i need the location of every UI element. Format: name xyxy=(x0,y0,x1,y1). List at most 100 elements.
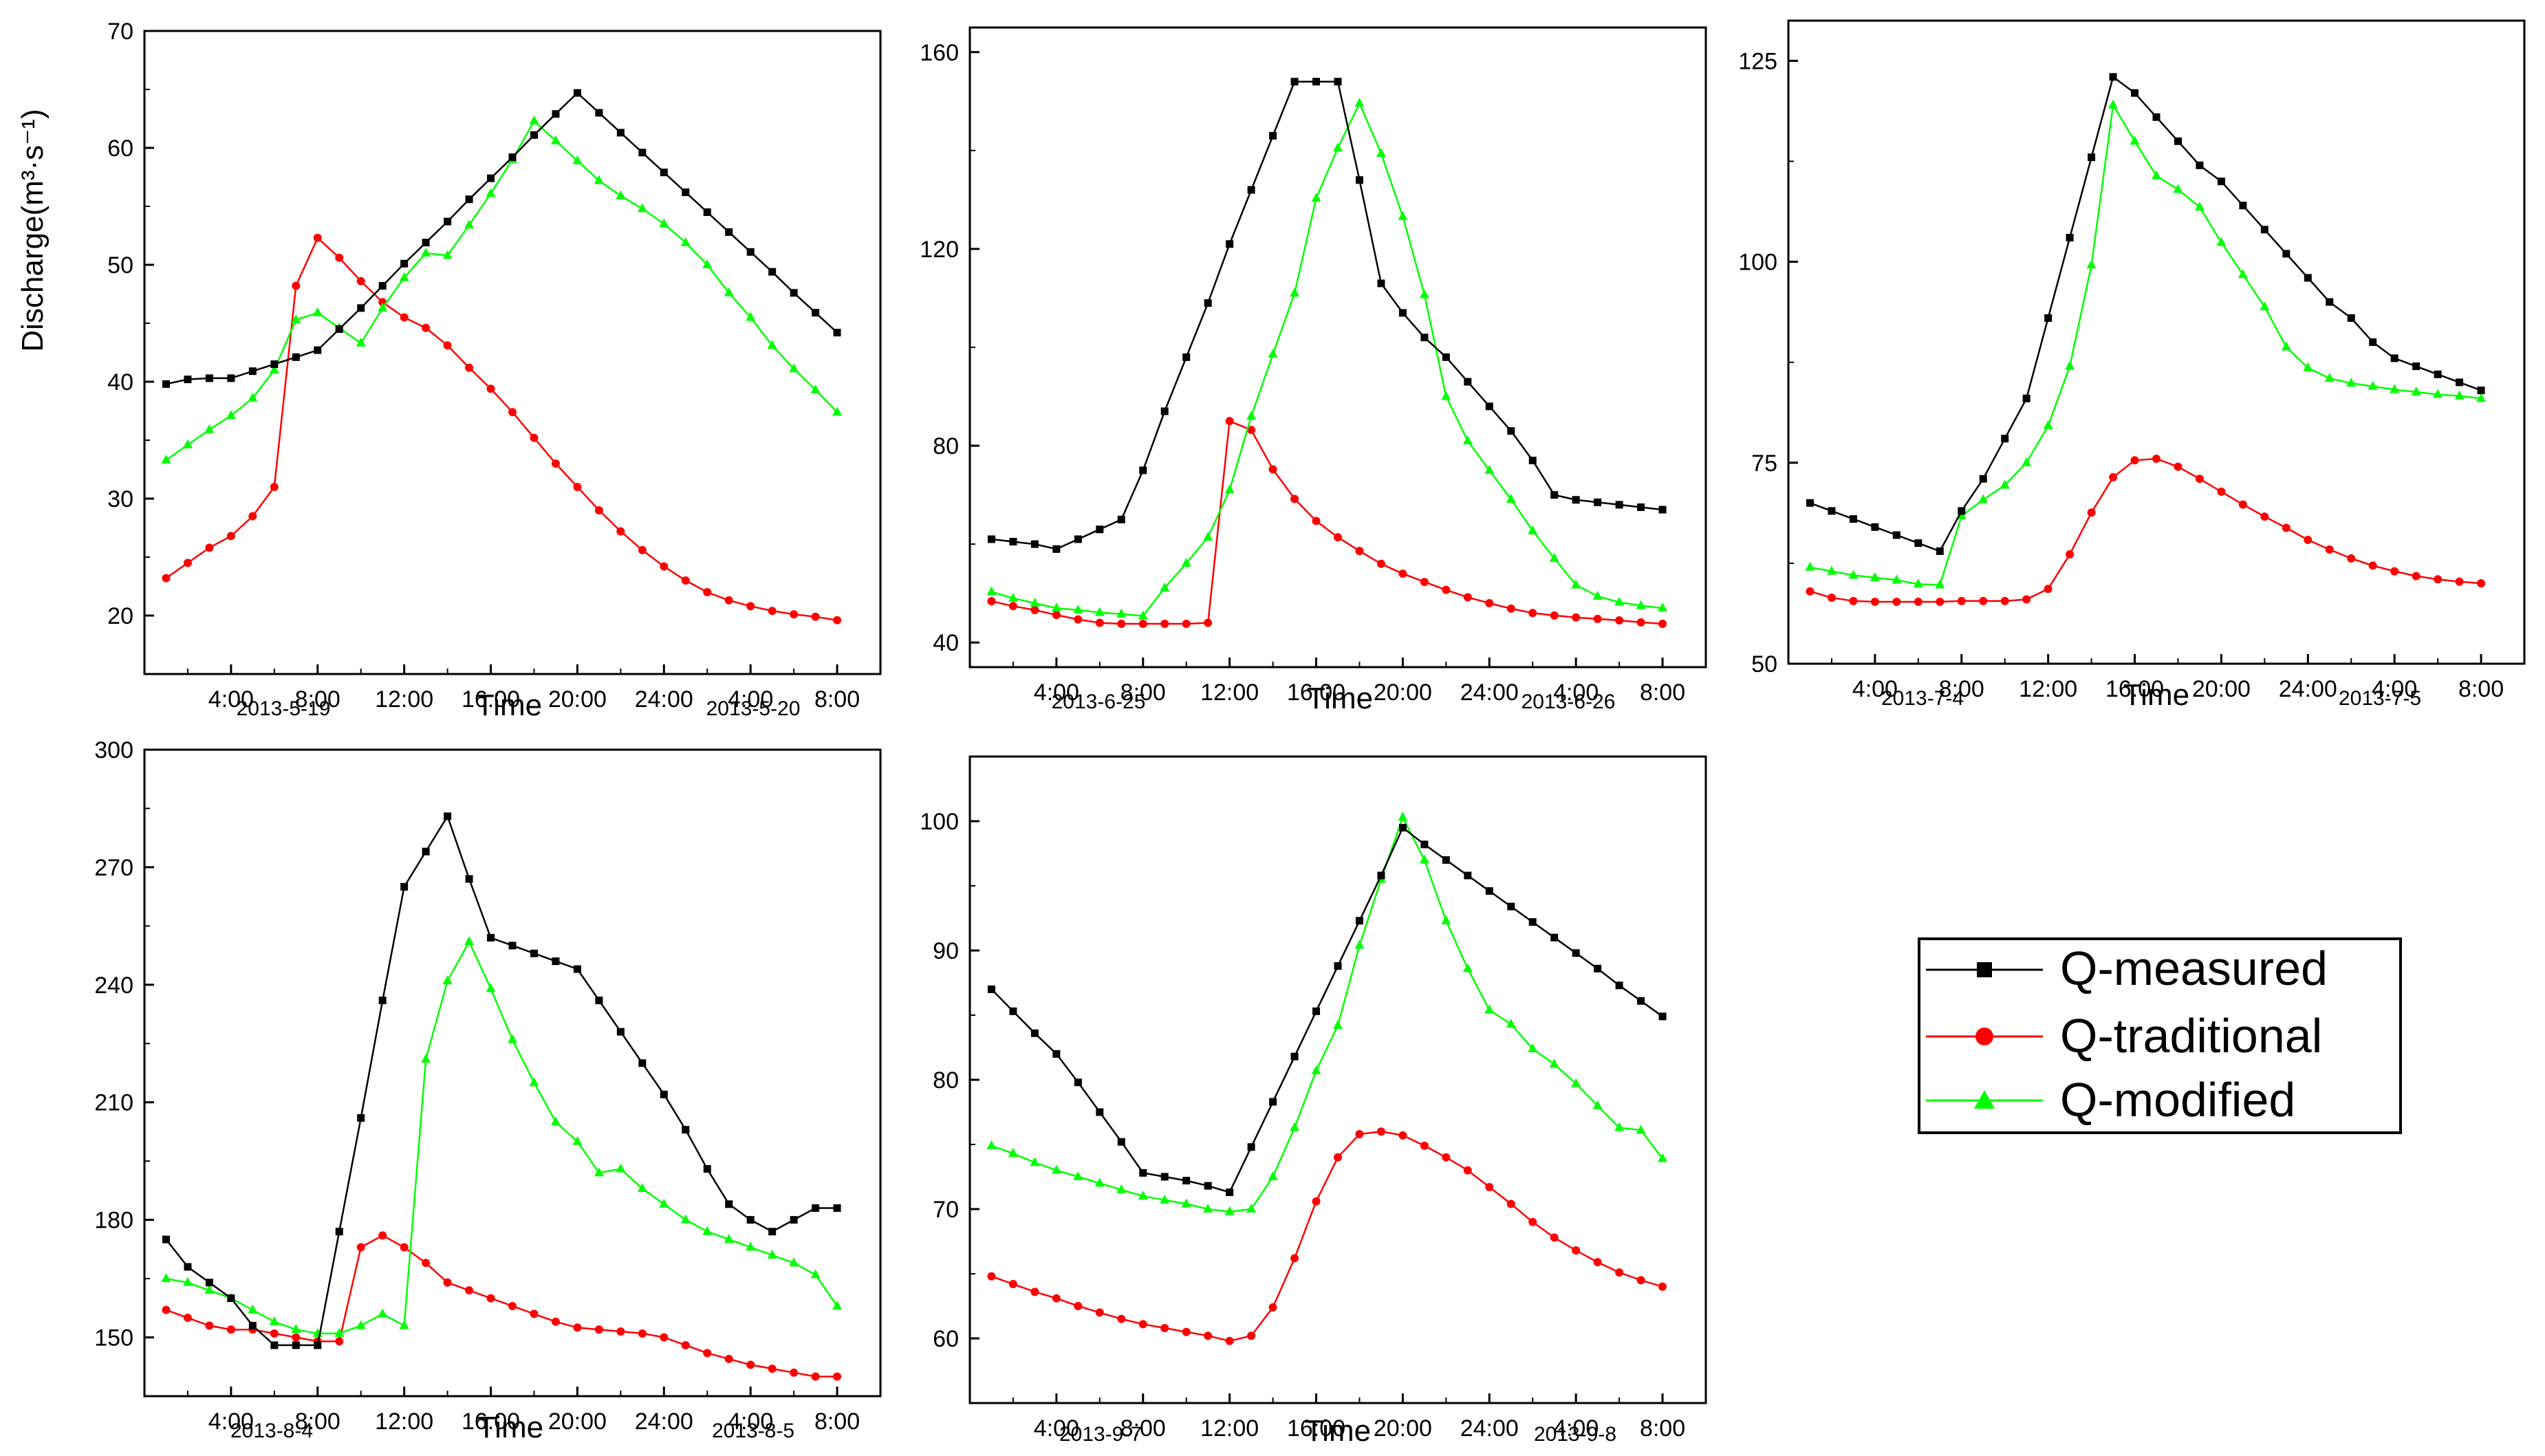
point-modified xyxy=(1094,1177,1105,1187)
point-modified xyxy=(2324,373,2335,382)
point-traditional xyxy=(1849,596,1858,605)
point-measured xyxy=(1594,498,1602,506)
point-measured xyxy=(1658,506,1667,514)
point-measured xyxy=(487,174,495,182)
point-modified xyxy=(1224,1206,1235,1215)
point-measured xyxy=(812,1204,820,1213)
point-traditional xyxy=(2390,567,2399,576)
point-modified xyxy=(1246,411,1257,420)
point-modified xyxy=(161,1273,171,1283)
point-modified xyxy=(1290,1122,1300,1131)
point-traditional xyxy=(313,233,322,242)
point-modified xyxy=(1008,592,1018,602)
point-measured xyxy=(1312,78,1321,86)
point-modified xyxy=(1138,1191,1148,1200)
point-measured xyxy=(2390,354,2398,362)
point-measured xyxy=(530,131,538,139)
point-measured xyxy=(1052,1050,1061,1058)
series-line-traditional xyxy=(165,236,838,622)
point-measured xyxy=(1572,496,1580,504)
point-modified xyxy=(2108,99,2119,109)
point-measured xyxy=(1247,186,1255,194)
point-measured xyxy=(2001,435,2009,443)
point-traditional xyxy=(1334,1153,1342,1162)
point-traditional xyxy=(594,506,603,514)
point-modified xyxy=(550,135,561,144)
point-modified xyxy=(986,586,997,596)
point-traditional xyxy=(811,612,820,621)
point-traditional xyxy=(2477,579,2486,588)
point-measured xyxy=(616,129,625,137)
point-measured xyxy=(1009,1007,1017,1015)
point-traditional xyxy=(768,607,777,616)
point-traditional xyxy=(1979,596,1988,605)
point-modified xyxy=(1528,525,1538,534)
x-axis-label: Time xyxy=(477,1411,543,1444)
point-measured xyxy=(205,1279,213,1287)
point-traditional xyxy=(270,483,279,491)
point-traditional xyxy=(1138,1320,1147,1329)
point-traditional xyxy=(1268,465,1277,474)
point-traditional xyxy=(1528,609,1537,618)
point-traditional xyxy=(1636,618,1645,627)
point-traditional xyxy=(292,1333,301,1342)
legend: Q-measured Q-traditional Q-modified xyxy=(1918,937,2402,1134)
point-measured xyxy=(422,239,430,247)
point-traditional xyxy=(790,610,799,619)
point-traditional xyxy=(1892,598,1901,607)
point-traditional xyxy=(1376,1127,1385,1136)
point-measured xyxy=(465,195,473,204)
point-modified xyxy=(1398,812,1408,821)
point-traditional xyxy=(248,512,257,521)
point-measured xyxy=(1096,525,1104,534)
point-measured xyxy=(1290,1052,1299,1061)
x-tick-label: 24:00 xyxy=(635,1409,693,1435)
point-traditional xyxy=(1117,620,1126,629)
point-modified xyxy=(486,188,496,197)
point-measured xyxy=(1247,1143,1255,1151)
point-modified xyxy=(616,1163,626,1173)
point-modified xyxy=(1030,1157,1040,1166)
point-measured xyxy=(2260,226,2268,234)
point-measured xyxy=(2174,137,2182,145)
date-right-label: 2013-7-5 xyxy=(2339,687,2421,710)
x-tick-label: 16:00 xyxy=(1287,680,1345,706)
point-modified xyxy=(1333,1020,1343,1030)
point-modified xyxy=(378,302,388,312)
point-modified xyxy=(1658,602,1668,612)
point-modified xyxy=(2173,184,2183,193)
point-traditional xyxy=(270,1329,279,1338)
point-traditional xyxy=(1225,1336,1234,1345)
point-measured xyxy=(725,228,733,236)
x-tick-label: 4:00 xyxy=(728,1409,773,1435)
point-traditional xyxy=(1550,1233,1559,1242)
point-measured xyxy=(1334,78,1342,86)
series-line-measured xyxy=(166,91,838,385)
date-left-label: 2013-7-4 xyxy=(1881,687,1964,710)
point-traditional xyxy=(1485,1183,1494,1192)
point-measured xyxy=(616,1028,625,1036)
point-modified xyxy=(1892,574,1902,584)
point-measured xyxy=(595,997,603,1005)
point-traditional xyxy=(400,1243,409,1252)
point-traditional xyxy=(724,1354,733,1363)
point-modified xyxy=(1636,600,1646,609)
x-tick-label: 8:00 xyxy=(814,1409,860,1435)
x-tick-label: 8:00 xyxy=(1120,680,1166,706)
point-modified xyxy=(1419,854,1429,864)
point-traditional xyxy=(1030,1287,1039,1296)
point-modified xyxy=(529,1077,539,1087)
point-traditional xyxy=(1936,598,1945,607)
point-measured xyxy=(1269,1098,1277,1106)
point-measured xyxy=(1442,856,1450,864)
point-traditional xyxy=(292,281,301,290)
point-modified xyxy=(1246,1204,1257,1213)
point-modified xyxy=(702,1226,713,1235)
point-traditional xyxy=(790,1368,799,1377)
point-modified xyxy=(594,175,604,184)
x-tick-label: 8:00 xyxy=(2458,676,2504,702)
point-measured xyxy=(725,1200,733,1208)
point-measured xyxy=(703,208,711,216)
point-modified xyxy=(789,363,799,373)
point-traditional xyxy=(2434,575,2443,584)
